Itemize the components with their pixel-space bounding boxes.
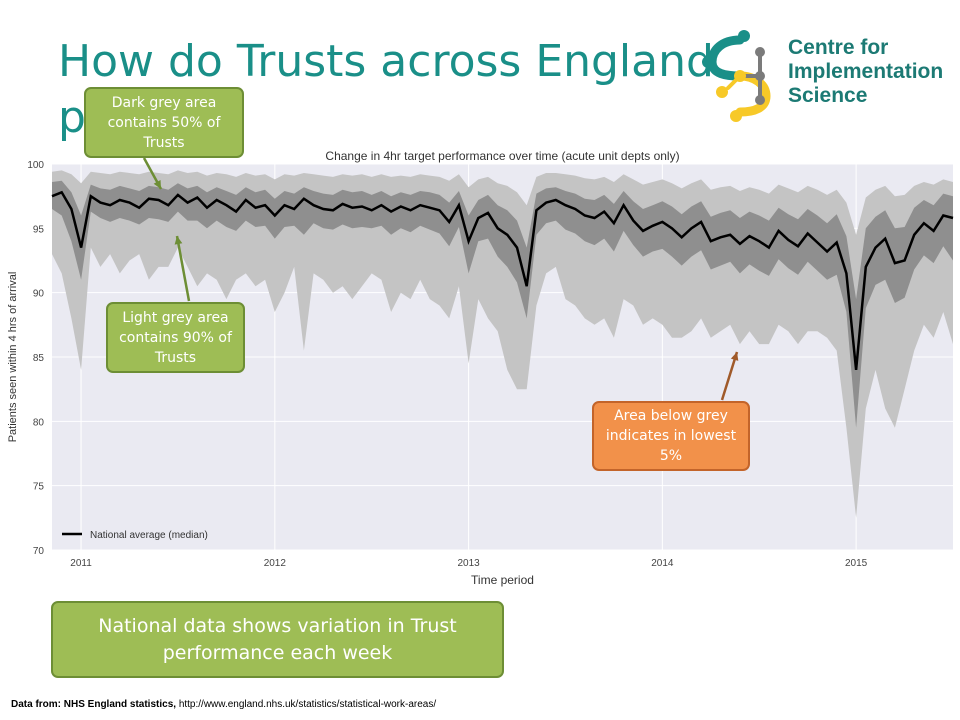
logo-line2: Implementation — [788, 60, 944, 83]
x-tick-label: 2013 — [457, 558, 480, 569]
slide-title: How do Trusts across England p — [58, 34, 714, 146]
source-label: Data from: NHS England statistics, — [11, 699, 177, 710]
legend-label: National average (median) — [90, 530, 208, 541]
x-tick-label: 2014 — [651, 558, 674, 569]
light-grey-callout: Light grey area contains 90% of Trusts — [106, 302, 245, 373]
x-tick-label: 2012 — [264, 558, 287, 569]
x-tick-label: 2015 — [845, 558, 868, 569]
summary-callout: National data shows variation in Trust p… — [51, 601, 504, 678]
source-url[interactable]: http://www.england.nhs.uk/statistics/sta… — [178, 699, 437, 710]
y-tick-label: 90 — [33, 289, 45, 300]
y-tick-label: 80 — [33, 417, 45, 428]
logo-line1: Centre for — [788, 36, 889, 59]
lowest-5-callout: Area below grey indicates in lowest 5% — [592, 401, 750, 471]
chart-title: Change in 4hr target performance over ti… — [325, 149, 679, 163]
band-50-percent — [52, 180, 953, 428]
slide-title-line2: p — [58, 92, 86, 143]
lowest-5-pointer-head — [730, 352, 739, 361]
logo-text: Centre for Implementation Science — [788, 36, 943, 108]
source-note: Data from: NHS England statistics, http:… — [11, 699, 436, 710]
lowest-5-pointer — [720, 351, 739, 401]
y-tick-label: 100 — [27, 160, 44, 171]
light-grey-pointer-head — [174, 236, 183, 245]
y-tick-label: 75 — [33, 482, 45, 493]
y-axis-label: Patients seen within 4 hrs of arrival — [7, 272, 19, 443]
logo-line3: Science — [788, 84, 868, 107]
light-grey-pointer — [175, 235, 191, 302]
dark-grey-pointer-head — [153, 180, 161, 189]
dark-grey-callout: Dark grey area contains 50% of Trusts — [84, 87, 244, 158]
x-tick-label: 2011 — [70, 558, 92, 569]
performance-chart: 70 75 80 85 90 95 100 2011 2012 2013 2014 2015 Chang… — [7, 149, 954, 587]
y-tick-label: 85 — [33, 353, 45, 364]
logo: Centre for Implementation Science — [700, 26, 950, 122]
network-nodes-icon — [702, 30, 771, 122]
y-tick-label: 70 — [33, 546, 45, 557]
slide-title-line1: How do Trusts across England — [58, 36, 714, 87]
y-tick-label: 95 — [33, 224, 45, 235]
x-axis-label: Time period — [471, 573, 534, 587]
series-line-median — [51, 190, 954, 371]
